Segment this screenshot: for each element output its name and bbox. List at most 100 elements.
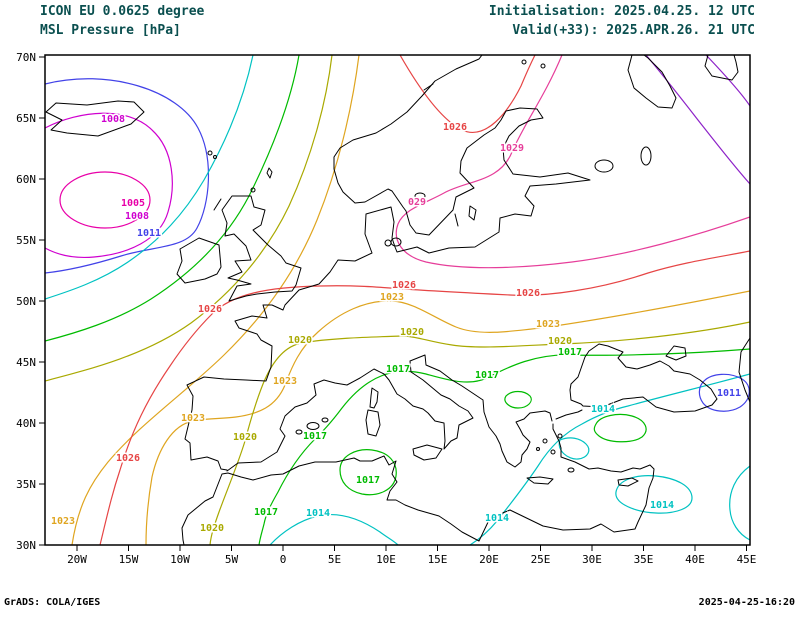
isobar-1011-loop — [698, 373, 750, 412]
island-oland — [454, 213, 459, 227]
contour-label: 1014 — [485, 513, 509, 524]
island-crete — [526, 476, 554, 485]
island-norway-north-1 — [521, 59, 527, 65]
isobar-1017-tyrrhenian-loop — [339, 449, 397, 496]
y-axis-tick-label: 65N — [16, 112, 36, 125]
field-title: MSL Pressure [hPa] — [40, 23, 181, 38]
contour-label: 1023 — [536, 319, 560, 330]
isobar-1017-anatolia-loop — [593, 413, 647, 443]
grads-credit: GrADS: COLA/IGES — [4, 597, 101, 608]
y-axis-tick-label: 50N — [16, 295, 36, 308]
contour-label: 1005 — [121, 198, 145, 209]
x-axis-tick-label: 35E — [634, 553, 654, 566]
axis-tick-group: 20W 15W 10W 5W 0 5E 10E 15E 20E 25E 30E 35E 40E 45E 30… — [16, 51, 756, 566]
contour-label: 1023 — [380, 292, 404, 303]
coastline-turkey-africa — [181, 423, 655, 545]
x-axis-tick-label: 15E — [428, 553, 448, 566]
y-axis-tick-label: 40N — [16, 417, 36, 430]
island-corsica — [369, 387, 379, 409]
y-axis-tick-label: 55N — [16, 234, 36, 247]
isobar-1014-aegean-loop — [558, 437, 590, 460]
y-axis-tick-label: 35N — [16, 478, 36, 491]
contour-label: 1014 — [650, 500, 674, 511]
map-frame — [44, 54, 751, 546]
isobar-1017-nw — [45, 55, 300, 342]
contour-label: 029 — [408, 197, 426, 208]
contour-label: 1020 — [288, 335, 312, 346]
y-axis-tick-label: 70N — [16, 51, 36, 64]
valid-time: Valid(+33): 2025.APR.26. 21 UTC — [512, 23, 755, 38]
contour-label: 1008 — [101, 114, 125, 125]
x-axis-tick-label: 15W — [119, 553, 139, 566]
init-time: Initialisation: 2025.04.25. 12 UTC — [488, 4, 755, 19]
x-axis-tick-label: 10E — [376, 553, 396, 566]
coastline-marmara — [555, 409, 583, 420]
coastline-continental-atlantic-baltic — [184, 55, 591, 471]
x-axis-tick-label: 30E — [582, 553, 602, 566]
x-axis-tick-label: 20W — [67, 553, 87, 566]
contour-label: 1023 — [181, 413, 205, 424]
isobar-1008 — [45, 112, 173, 259]
contour-label: 1020 — [548, 336, 572, 347]
y-axis-tick-label: 60N — [16, 173, 36, 186]
island-zealand — [390, 237, 402, 247]
x-axis-tick-label: 40E — [685, 553, 705, 566]
coastline-azov-sea — [665, 345, 687, 361]
contour-label: 1023 — [51, 516, 75, 527]
lake-onega — [640, 146, 652, 166]
contour-label: 1014 — [306, 508, 330, 519]
contour-label: 1023 — [273, 376, 297, 387]
coastline-group — [45, 55, 750, 545]
contour-label: 1011 — [137, 228, 161, 239]
isobar-1023-west — [71, 55, 360, 545]
coastline-white-sea — [627, 55, 677, 109]
isobar-1014-levant-loop — [615, 475, 693, 514]
contour-label: 1026 — [516, 288, 540, 299]
island-sicily — [412, 444, 443, 461]
island-shetland — [266, 167, 273, 179]
isobar-1020-nw — [45, 55, 333, 382]
island-aegean-3 — [536, 447, 540, 451]
coastline-caspian-edge — [738, 337, 750, 403]
contour-label: 1011 — [717, 388, 741, 399]
contour-label: 1029 — [500, 143, 524, 154]
coastline-great-britain — [221, 195, 302, 302]
x-axis-tick-label: 45E — [737, 553, 757, 566]
contour-label: 1017 — [254, 507, 278, 518]
contour-label: 1026 — [392, 280, 416, 291]
contour-label: 1014 — [591, 404, 615, 415]
island-aegean-1 — [542, 438, 548, 444]
isobar-1029 — [395, 55, 750, 269]
island-rhodes — [567, 467, 575, 473]
isobar-1014-east — [469, 373, 750, 545]
contour-label: 1008 — [125, 211, 149, 222]
contour-label: 1017 — [386, 364, 410, 375]
island-faroe-1 — [207, 150, 213, 156]
contour-label: 1017 — [303, 431, 327, 442]
x-axis-tick-label: 5E — [328, 553, 341, 566]
isobar-1005 — [59, 171, 151, 229]
contour-label: 1026 — [443, 122, 467, 133]
isobar-1020-east — [209, 321, 750, 545]
coastline-iceland — [45, 100, 145, 137]
contour-label: 1017 — [558, 347, 582, 358]
contour-label: 1026 — [198, 304, 222, 315]
isobar-1011 — [45, 78, 210, 274]
y-axis-tick-label: 45N — [16, 356, 36, 369]
x-axis-tick-label: 25E — [531, 553, 551, 566]
isobar-1014-nw — [45, 55, 254, 300]
island-gotland — [468, 205, 477, 221]
model-title: ICON EU 0.0625 degree — [40, 4, 205, 19]
contour-label: 1017 — [475, 370, 499, 381]
island-ibiza — [295, 429, 303, 435]
contour-label: 1020 — [233, 432, 257, 443]
coastline-ireland — [176, 237, 222, 284]
island-hebrides — [213, 198, 222, 211]
island-funen — [384, 239, 392, 247]
y-axis-tick-label: 30N — [16, 539, 36, 552]
x-axis-tick-label: 5W — [225, 553, 239, 566]
coastline-mediterranean-north — [226, 354, 553, 472]
isobar-1023-east — [145, 290, 750, 545]
isobar-1026-main — [99, 250, 750, 545]
